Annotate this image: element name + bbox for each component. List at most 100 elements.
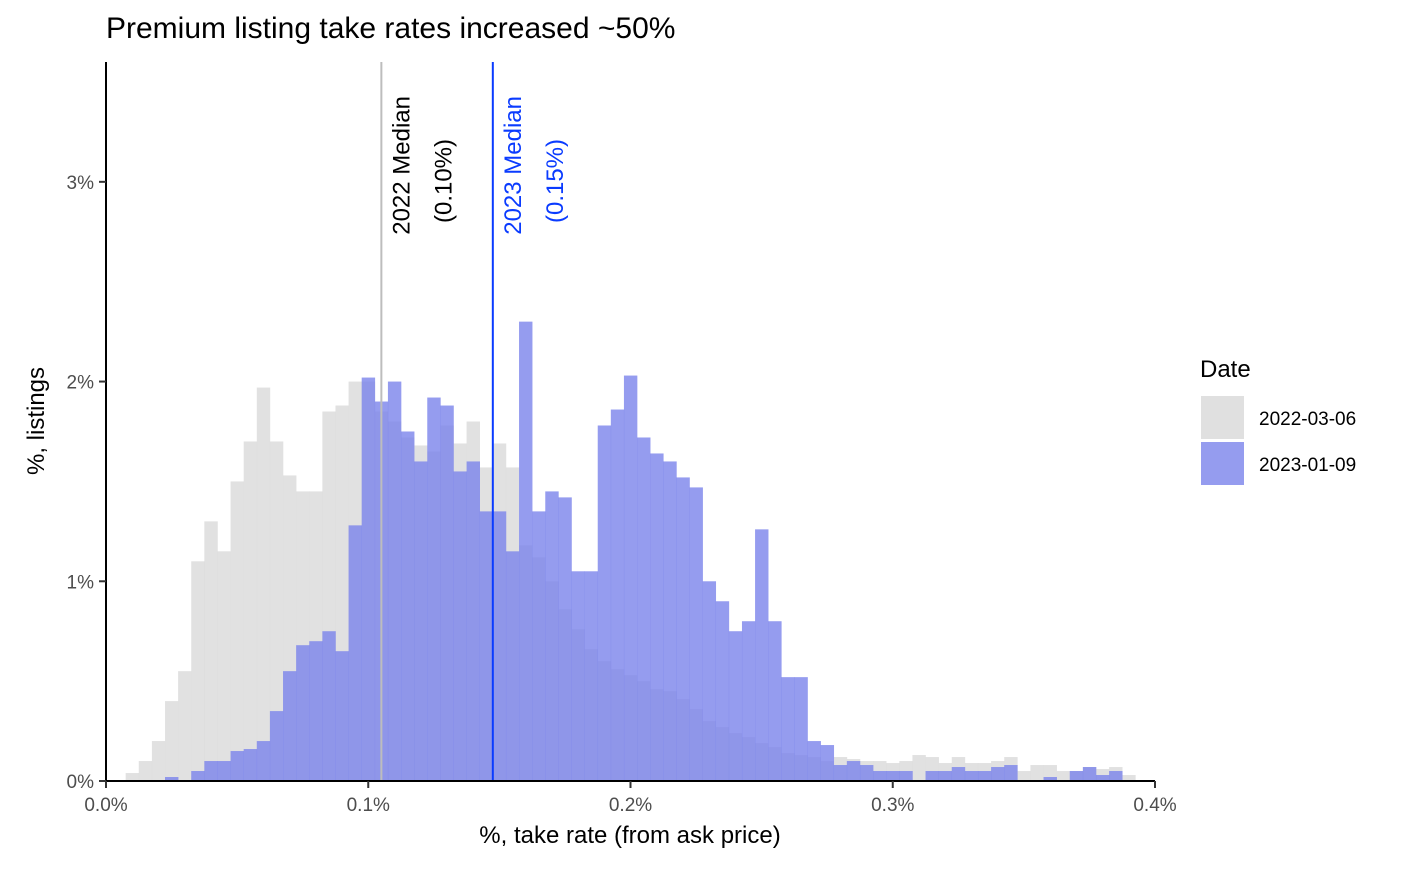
bar-2023-01-09 [597, 425, 612, 781]
bar-2022-03-06 [204, 521, 218, 781]
bar-2023-01-09 [414, 461, 428, 781]
bar-2023-01-09 [571, 571, 585, 781]
bar-2023-01-09 [243, 749, 258, 781]
bar-2023-01-09 [676, 477, 690, 781]
y-axis-title: %, listings [23, 367, 50, 475]
bar-2023-01-09 [256, 741, 271, 781]
bar-2023-01-09 [689, 487, 703, 781]
bar-2023-01-09 [873, 771, 887, 781]
bar-2023-01-09 [1082, 767, 1097, 781]
bar-2023-01-09 [1004, 765, 1018, 781]
bar-2023-01-09 [755, 529, 769, 781]
bar-2023-01-09 [1109, 771, 1123, 781]
bar-2023-01-09 [165, 777, 179, 781]
bar-2023-01-09 [322, 631, 336, 781]
bar-2023-01-09 [387, 381, 402, 781]
chart-title: Premium listing take rates increased ~50… [106, 12, 675, 45]
bar-2023-01-09 [859, 765, 874, 781]
bar-2022-03-06 [243, 441, 258, 781]
bar-2023-01-09 [1043, 777, 1057, 781]
bar-2022-03-06 [151, 741, 166, 781]
x-axis-ticks: 0.0% 0.1% 0.2% 0.3% 0.4% [84, 781, 1177, 816]
bar-2022-03-06 [1030, 765, 1044, 781]
bar-2023-01-09 [269, 711, 284, 781]
bar-2022-03-06 [912, 755, 926, 781]
bar-2023-01-09 [663, 461, 677, 781]
bar-2022-03-06 [1017, 771, 1031, 781]
bar-2023-01-09 [204, 761, 218, 781]
bar-2023-01-09 [230, 751, 244, 781]
legend: Date 2022-03-06 2023-01-09 [1200, 356, 1356, 485]
bar-2023-01-09 [427, 397, 441, 781]
legend-label-2023: 2023-01-09 [1259, 455, 1356, 476]
bar-2023-01-09 [741, 621, 756, 781]
bar-2023-01-09 [1069, 771, 1084, 781]
bar-2023-01-09 [440, 405, 454, 781]
bar-2023-01-09 [886, 771, 900, 781]
bar-2023-01-09 [584, 571, 599, 781]
x-tick-label: 0.1% [347, 795, 390, 816]
bar-2023-01-09 [519, 321, 533, 781]
bar-2023-01-09 [715, 601, 730, 781]
x-tick-label: 0.2% [609, 795, 652, 816]
bar-2023-01-09 [833, 765, 848, 781]
bar-2022-03-06 [269, 441, 284, 781]
bar-2023-01-09 [977, 771, 992, 781]
bar-2022-03-06 [125, 773, 140, 781]
bar-2023-01-09 [335, 651, 349, 781]
bar-2023-01-09 [820, 745, 835, 781]
bar-2023-01-09 [545, 491, 559, 781]
bar-2023-01-09 [781, 677, 795, 781]
bar-2023-01-09 [532, 511, 546, 782]
median-label-0: 2022 Median [388, 96, 415, 235]
legend-label-2022: 2022-03-06 [1259, 409, 1356, 430]
bar-2022-03-06 [191, 561, 205, 781]
bar-2023-01-09 [283, 671, 297, 781]
bar-2022-03-06 [178, 671, 192, 781]
bar-2022-03-06 [217, 551, 231, 781]
legend-swatch-2022 [1201, 396, 1244, 439]
bar-2023-01-09 [401, 431, 415, 781]
bar-2023-01-09 [348, 525, 362, 781]
bar-2022-03-06 [165, 701, 179, 781]
bar-2023-01-09 [938, 771, 953, 781]
bar-2023-01-09 [846, 761, 861, 781]
bar-2023-01-09 [991, 767, 1005, 781]
x-tick-label: 0.3% [871, 795, 914, 816]
bar-2022-03-06 [138, 761, 153, 781]
legend-swatch-2023 [1201, 442, 1244, 485]
x-tick-label: 0.4% [1133, 795, 1176, 816]
median-annotations: 2022 Median (0.10%) 2023 Median (0.15%) [380, 62, 569, 781]
bar-2022-03-06 [1122, 775, 1136, 781]
y-tick-label: 0% [67, 772, 95, 793]
y-tick-label: 2% [67, 373, 95, 394]
bar-2023-01-09 [702, 581, 717, 781]
bar-2023-01-09 [610, 409, 625, 781]
x-tick-label: 0.0% [84, 795, 127, 816]
bar-2023-01-09 [794, 677, 808, 781]
bar-2023-01-09 [558, 497, 572, 781]
y-tick-label: 3% [67, 173, 95, 194]
bar-2023-01-09 [309, 641, 323, 781]
series-2023-bars [165, 321, 1123, 782]
bar-2023-01-09 [466, 461, 480, 781]
bar-2023-01-09 [637, 437, 651, 781]
median-value-0: (0.10%) [430, 139, 457, 223]
bar-2022-03-06 [230, 481, 244, 781]
bar-2022-03-06 [1043, 765, 1057, 781]
bar-2023-01-09 [650, 453, 664, 781]
bar-2023-01-09 [964, 771, 979, 781]
bar-2023-01-09 [217, 761, 231, 781]
bar-2023-01-09 [925, 771, 939, 781]
legend-title: Date [1200, 356, 1251, 383]
bar-2023-01-09 [296, 645, 310, 781]
bar-2023-01-09 [1095, 775, 1110, 781]
bar-2023-01-09 [899, 771, 913, 781]
bar-2023-01-09 [479, 511, 494, 782]
y-axis-ticks: 0% 1% 2% 3% [67, 173, 106, 793]
median-label-1: 2023 Median [500, 96, 527, 235]
bar-2023-01-09 [807, 741, 821, 781]
bar-2023-01-09 [492, 511, 507, 782]
bar-2023-01-09 [191, 771, 205, 781]
